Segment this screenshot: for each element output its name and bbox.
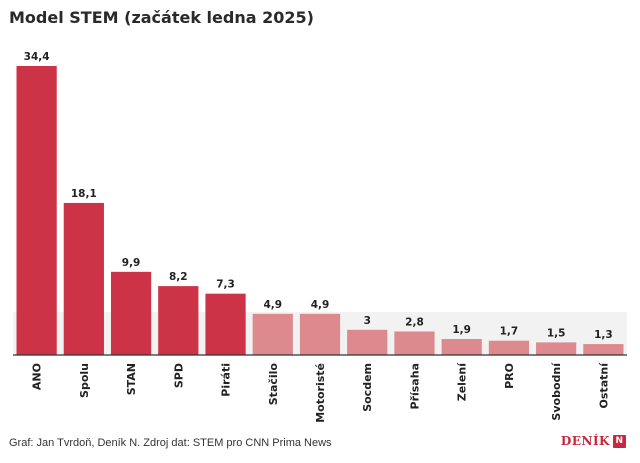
bar-13	[583, 344, 624, 355]
x-tick-label-12: Svobodní	[550, 362, 563, 421]
bar-10	[441, 339, 482, 355]
x-tick-label-4: SPD	[172, 363, 185, 388]
bar-9	[394, 331, 435, 355]
x-tick-label-7: Motoristé	[314, 363, 327, 423]
data-label-6: 4,9	[263, 299, 282, 311]
x-tick-label-8: Socdem	[361, 363, 374, 412]
data-label-3: 9,9	[122, 257, 141, 269]
x-tick-label-10: Zelení	[456, 362, 469, 401]
bar-3	[110, 271, 152, 355]
x-tick-label-11: PRO	[503, 363, 516, 389]
bar-7	[299, 313, 341, 355]
x-tick-label-1: ANO	[31, 363, 44, 390]
bar-11	[488, 340, 530, 355]
data-label-8: 3	[364, 315, 371, 327]
data-label-13: 1,3	[594, 329, 613, 341]
source-footer: Graf: Jan Tvrdoň, Deník N. Zdroj dat: ST…	[9, 437, 332, 449]
brand-name: DENÍK	[560, 434, 610, 448]
x-tick-label-9: Přísaha	[408, 363, 421, 409]
x-tick-label-13: Ostatní	[597, 362, 610, 409]
data-label-9: 2,8	[405, 316, 424, 328]
data-label-2: 18,1	[71, 188, 97, 200]
data-label-4: 8,2	[169, 271, 188, 283]
x-tick-label-3: STAN	[125, 363, 138, 395]
bar-8	[347, 329, 388, 355]
bar-2	[63, 202, 104, 355]
data-label-12: 1,5	[547, 327, 566, 339]
bar-12	[536, 342, 577, 355]
data-label-11: 1,7	[500, 326, 519, 338]
brand-logo: DENÍK N	[561, 434, 626, 448]
bar-4	[158, 286, 199, 355]
data-label-10: 1,9	[452, 324, 471, 336]
bar-6	[252, 313, 293, 355]
x-tick-label-5: Piráti	[220, 363, 233, 397]
bar-1	[16, 66, 57, 355]
data-label-1: 34,4	[24, 51, 50, 63]
x-tick-label-2: Spolu	[78, 363, 91, 398]
x-tick-label-6: Stačilo	[267, 363, 280, 406]
page-title: Model STEM (začátek ledna 2025)	[9, 8, 314, 27]
bar-5	[205, 293, 246, 355]
data-label-5: 7,3	[216, 279, 235, 291]
brand-mark-icon: N	[613, 434, 626, 448]
data-label-7: 4,9	[311, 299, 330, 311]
